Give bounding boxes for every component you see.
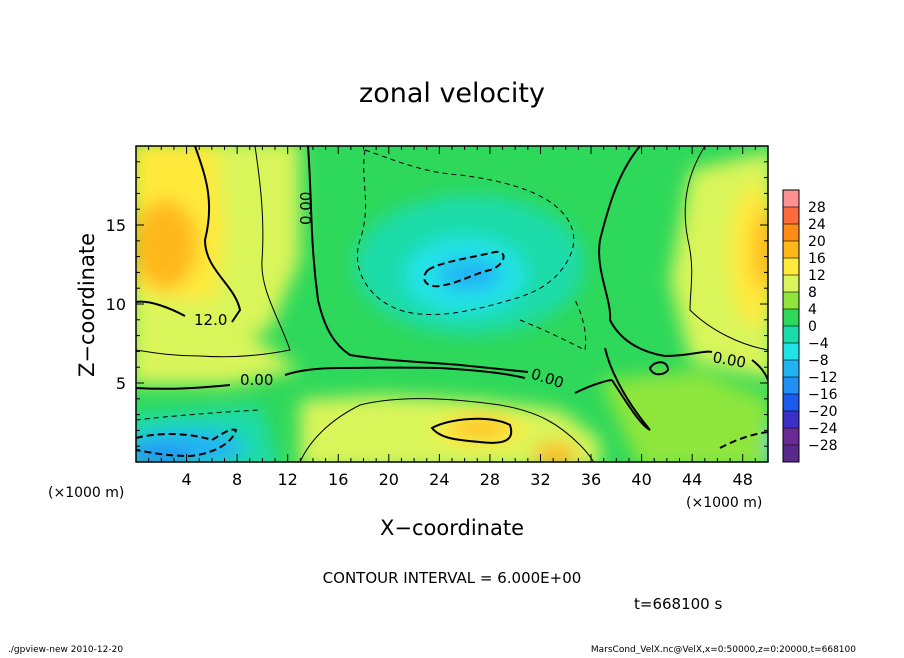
colorbar-swatch bbox=[783, 377, 799, 395]
contour-0-stream bbox=[604, 347, 651, 431]
contour-label-0-right: 0.00 bbox=[711, 348, 747, 372]
colorbar-label: −28 bbox=[808, 438, 838, 454]
colorbar-swatch bbox=[783, 275, 799, 293]
colorbar-label: 8 bbox=[808, 285, 817, 301]
x-axis-label: X−coordinate bbox=[380, 516, 524, 540]
contour-6-left-thin bbox=[136, 146, 291, 358]
y-tick-label: 10 bbox=[106, 295, 126, 314]
y-tick-label: 15 bbox=[106, 216, 126, 235]
colorbar-label: 28 bbox=[808, 200, 826, 216]
colorbar-swatch bbox=[783, 241, 799, 259]
colorbar-swatch bbox=[783, 224, 799, 242]
contour-lines bbox=[136, 146, 768, 462]
field-center-core bbox=[438, 259, 502, 291]
colorbar-swatch bbox=[783, 343, 799, 361]
contour-0-upper bbox=[307, 146, 529, 373]
contour-12-bottom bbox=[430, 417, 513, 444]
x-tick-label: 24 bbox=[429, 470, 449, 489]
contour-label-0-upper: 0.00 bbox=[297, 192, 315, 225]
colorbar-swatch-bottom bbox=[783, 445, 799, 462]
colorbar-swatch bbox=[783, 207, 799, 225]
colorbar-swatch bbox=[783, 309, 799, 327]
contour-neg6-low-thin bbox=[136, 409, 261, 421]
x-tick-label: 12 bbox=[278, 470, 298, 489]
chart-title: zonal velocity bbox=[359, 78, 545, 109]
time-label: t=668100 s bbox=[634, 595, 722, 613]
colorbar-label: −20 bbox=[808, 404, 838, 420]
x-tick-label: 36 bbox=[581, 470, 601, 489]
x-tick-label: 20 bbox=[379, 470, 399, 489]
field-right-lower-green bbox=[600, 370, 768, 462]
field-left-peak bbox=[136, 200, 197, 290]
colorbar-swatch bbox=[783, 326, 799, 344]
colorbar-label: 0 bbox=[808, 319, 817, 335]
contour-6-right-thin bbox=[684, 146, 768, 351]
x-axis-unit-right: (×1000 m) bbox=[686, 495, 762, 511]
footer-left: ./gpview-new 2010-12-20 bbox=[8, 645, 123, 654]
colorbar-label: 12 bbox=[808, 268, 826, 284]
field-bottom-right-orange bbox=[533, 443, 577, 462]
contour-0-right bbox=[598, 146, 768, 381]
x-tick-label: 44 bbox=[682, 470, 702, 489]
field-right-core bbox=[753, 210, 768, 290]
x-tick-label: 48 bbox=[733, 470, 753, 489]
x-tick-label: 16 bbox=[328, 470, 348, 489]
contour-0-lower bbox=[136, 366, 613, 394]
colorbar-label: −12 bbox=[808, 370, 838, 386]
colorbar-swatch bbox=[783, 360, 799, 378]
colorbar-swatch bbox=[783, 258, 799, 276]
colorbar-label: −16 bbox=[808, 387, 838, 403]
field-left-yellow-band bbox=[136, 301, 300, 385]
plot-field: 12.0 0.00 0.00 0.00 0.00 bbox=[136, 146, 768, 462]
contour-neg6-center bbox=[356, 149, 575, 315]
contour-label-0-left: 0.00 bbox=[240, 371, 273, 389]
contour-neg6-bottom-left bbox=[136, 428, 238, 458]
x-tick-label: 32 bbox=[530, 470, 550, 489]
contour-neg6-bottom-right bbox=[719, 431, 768, 449]
contour-label-12: 12.0 bbox=[194, 311, 227, 329]
colorbar-label: 24 bbox=[808, 217, 826, 233]
x-tick-label: 40 bbox=[631, 470, 651, 489]
colorbar-label: −24 bbox=[808, 421, 838, 437]
colorbar-swatch bbox=[783, 411, 799, 429]
x-tick-label: 8 bbox=[232, 470, 242, 489]
contour-interval-text: CONTOUR INTERVAL = 6.000E+00 bbox=[323, 569, 582, 587]
footer-right: MarsCond_VelX.nc@VelX,x=0:50000,z=0:2000… bbox=[591, 645, 856, 654]
y-axis-label: Z−coordinate bbox=[75, 233, 99, 377]
contour-neg12-center bbox=[423, 250, 505, 288]
contour-12-left bbox=[136, 146, 242, 323]
field-bottom-left-deep bbox=[136, 448, 195, 462]
colorbar-label: 16 bbox=[808, 251, 826, 267]
contour-neg6-tail bbox=[519, 299, 587, 351]
contour-6-small-right bbox=[648, 361, 670, 376]
x-axis-unit-left: (×1000 m) bbox=[48, 485, 124, 501]
field-bottom-orange-core bbox=[452, 420, 508, 436]
colorbar-swatch bbox=[783, 190, 799, 208]
y-tick-label: 5 bbox=[116, 374, 126, 393]
contour-6-bottom-thin bbox=[299, 398, 595, 462]
colorbar-swatch bbox=[783, 394, 799, 412]
colorbar-label: −4 bbox=[808, 336, 829, 352]
colorbar-label: 4 bbox=[808, 302, 817, 318]
colorbar-label: −8 bbox=[808, 353, 829, 369]
colorbar-label: 20 bbox=[808, 234, 826, 250]
field-blobs bbox=[136, 146, 768, 462]
colorbar-swatch bbox=[783, 428, 799, 446]
x-tick-label: 4 bbox=[181, 470, 191, 489]
x-tick-label: 28 bbox=[480, 470, 500, 489]
colorbar-swatch bbox=[783, 292, 799, 310]
